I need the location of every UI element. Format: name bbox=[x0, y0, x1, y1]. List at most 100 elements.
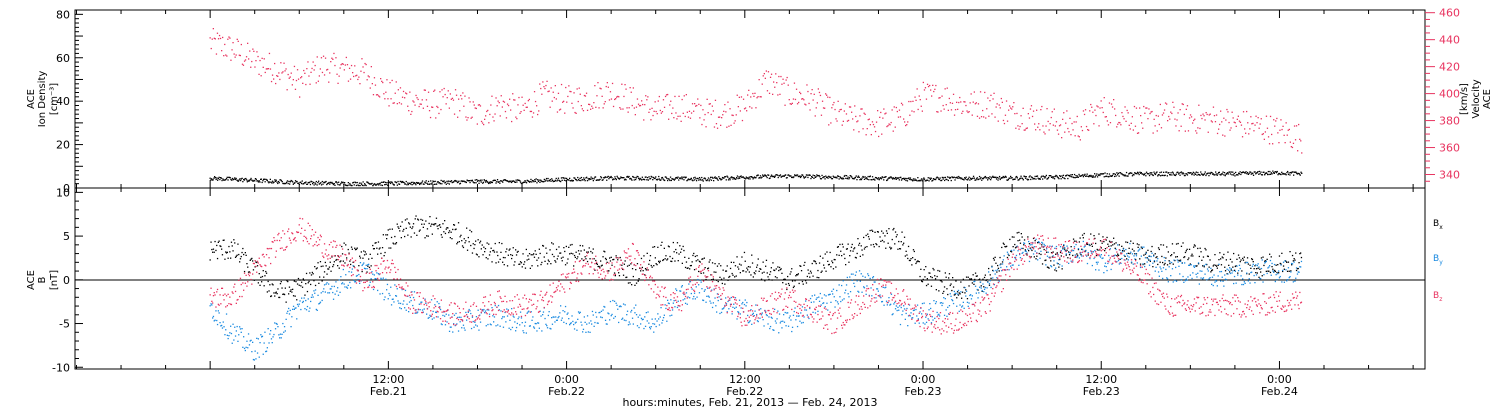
bx-point bbox=[1201, 259, 1203, 261]
bx-point bbox=[743, 251, 746, 254]
density-point bbox=[1212, 173, 1215, 175]
velocity-point bbox=[1300, 140, 1302, 142]
by-point bbox=[337, 287, 339, 289]
density-point bbox=[314, 182, 316, 184]
velocity-point bbox=[685, 94, 687, 96]
bx-point bbox=[1278, 272, 1280, 274]
velocity-point bbox=[532, 112, 535, 114]
bx-point bbox=[263, 285, 265, 287]
by-point bbox=[279, 333, 282, 335]
density-point bbox=[866, 178, 868, 180]
by-point bbox=[718, 296, 720, 298]
density-point bbox=[1137, 172, 1140, 174]
bx-point bbox=[907, 257, 909, 260]
by-point bbox=[469, 310, 471, 312]
by-point bbox=[772, 329, 774, 331]
bx-point bbox=[941, 281, 943, 283]
density-point bbox=[381, 181, 383, 183]
by-point bbox=[513, 316, 515, 318]
bx-point bbox=[856, 252, 858, 255]
density-point bbox=[364, 183, 366, 185]
density-point bbox=[584, 180, 586, 182]
density-point bbox=[986, 177, 988, 179]
bx-point bbox=[491, 261, 493, 263]
bx-point bbox=[800, 265, 802, 267]
by-point bbox=[990, 286, 992, 289]
density-point bbox=[819, 176, 821, 178]
bx-point bbox=[632, 275, 634, 278]
bx-point bbox=[874, 231, 876, 233]
velocity-point bbox=[1076, 115, 1078, 118]
by-point bbox=[415, 309, 417, 311]
velocity-point bbox=[749, 106, 751, 108]
density-point bbox=[973, 177, 975, 179]
bx-point bbox=[426, 228, 429, 230]
density-point bbox=[479, 180, 481, 182]
density-point bbox=[679, 177, 681, 179]
by-point bbox=[413, 291, 416, 293]
density-point bbox=[720, 179, 722, 181]
density-point bbox=[685, 176, 687, 178]
bx-point bbox=[515, 254, 518, 256]
bx-point bbox=[764, 280, 766, 282]
density-point bbox=[280, 179, 282, 181]
bx-point bbox=[1002, 242, 1004, 244]
bx-point bbox=[504, 257, 506, 259]
bx-point bbox=[1024, 249, 1026, 251]
velocity-point bbox=[712, 110, 714, 112]
density-point bbox=[970, 178, 972, 180]
bx-point bbox=[1166, 246, 1168, 248]
density-point bbox=[1280, 173, 1282, 176]
velocity-point bbox=[394, 92, 396, 94]
bx-point bbox=[270, 295, 272, 298]
bx-point bbox=[581, 258, 583, 260]
bx-point bbox=[291, 291, 293, 293]
density-point bbox=[1038, 178, 1040, 180]
bx-point bbox=[1019, 239, 1021, 241]
by-point bbox=[406, 303, 408, 305]
by-point bbox=[571, 315, 573, 317]
velocity-point bbox=[386, 79, 388, 81]
by-point bbox=[584, 321, 586, 323]
by-point bbox=[945, 309, 947, 311]
bx-point bbox=[752, 276, 754, 278]
density-point bbox=[250, 177, 252, 180]
density-point bbox=[750, 176, 752, 178]
bx-point bbox=[256, 261, 258, 264]
density-point bbox=[1066, 174, 1068, 176]
velocity-point bbox=[1236, 118, 1238, 120]
velocity-point bbox=[555, 98, 557, 100]
density-point bbox=[476, 180, 479, 182]
bx-point bbox=[346, 257, 348, 259]
bx-point bbox=[496, 251, 498, 253]
bx-point bbox=[367, 265, 369, 267]
bx-point bbox=[1077, 248, 1080, 251]
bx-point bbox=[596, 263, 598, 265]
bx-point bbox=[534, 250, 536, 252]
density-point bbox=[611, 177, 613, 179]
bx-point bbox=[748, 271, 750, 273]
velocity-point bbox=[608, 99, 611, 101]
bx-point bbox=[1185, 250, 1187, 252]
density-point bbox=[1058, 178, 1060, 180]
by-point bbox=[622, 317, 624, 319]
by-point bbox=[999, 264, 1001, 266]
by-point bbox=[782, 320, 784, 322]
velocity-point bbox=[783, 82, 785, 84]
velocity-point bbox=[262, 66, 264, 68]
density-point bbox=[743, 177, 745, 179]
bx-point bbox=[498, 242, 500, 244]
density-point bbox=[654, 177, 656, 179]
density-point bbox=[695, 178, 697, 180]
bx-point bbox=[354, 247, 356, 249]
bx-point bbox=[658, 262, 661, 264]
bx-point bbox=[876, 244, 878, 246]
by-point bbox=[1006, 251, 1009, 253]
bx-point bbox=[1290, 270, 1292, 272]
by-point bbox=[290, 326, 292, 328]
by-point bbox=[998, 280, 1000, 282]
density-point bbox=[1143, 174, 1145, 176]
velocity-point bbox=[515, 116, 517, 118]
velocity-point bbox=[1233, 121, 1235, 123]
bx-point bbox=[285, 301, 287, 303]
